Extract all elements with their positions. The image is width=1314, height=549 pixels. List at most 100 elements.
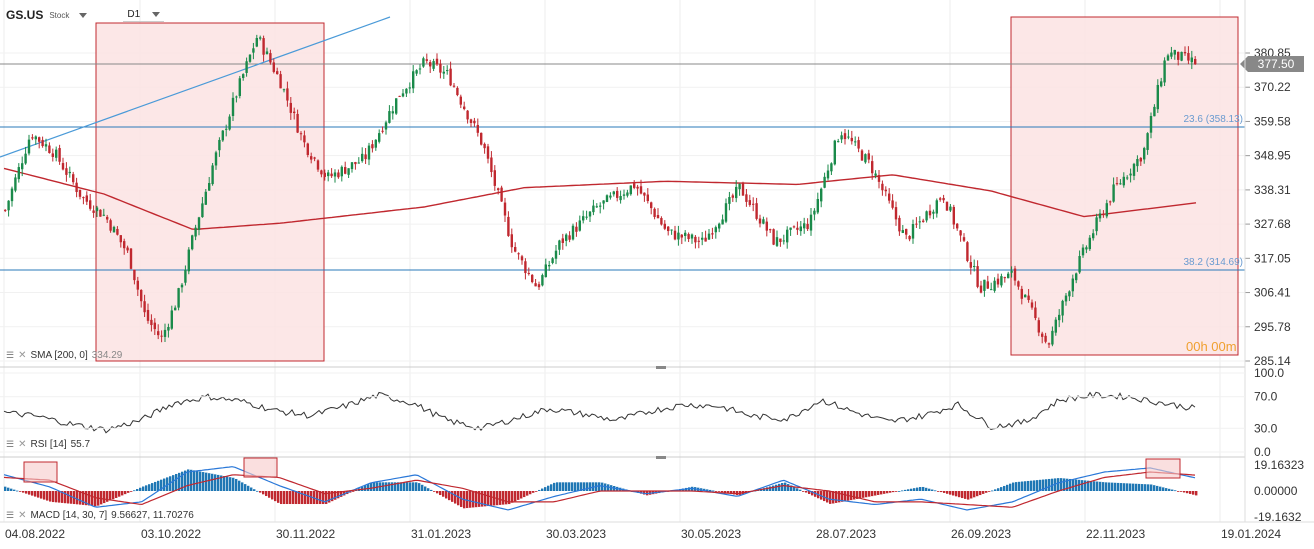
macd-bar (1156, 485, 1159, 491)
macd-bar (1108, 482, 1111, 491)
candle (1149, 112, 1153, 139)
price-axis[interactable]: 380.85370.22359.58348.95338.31327.68317.… (1245, 46, 1291, 368)
menu-icon[interactable]: ☰ (6, 439, 15, 449)
candle (1034, 301, 1037, 321)
candle (191, 234, 194, 251)
macd-bar (235, 478, 238, 491)
macd-bar (922, 486, 925, 491)
highlight-box-1[interactable] (95, 22, 325, 362)
candle (918, 216, 921, 229)
highlight-box-2[interactable] (1010, 16, 1239, 356)
candle (391, 105, 394, 120)
macd-bar (40, 491, 43, 499)
macd-bar (580, 482, 583, 491)
candle (92, 205, 95, 218)
candle (1146, 132, 1149, 155)
candle (126, 245, 129, 253)
price-tick-label: 295.78 (1254, 320, 1291, 334)
macd-bar (226, 476, 229, 491)
resize-handle-rsi[interactable] (656, 366, 666, 369)
close-icon[interactable]: ✕ (18, 439, 27, 450)
candle (820, 187, 823, 208)
sma-legend: ☰ ✕ SMA [200, 0] 334.29 (6, 350, 122, 361)
macd-bar (895, 491, 898, 492)
macd-bar (115, 491, 118, 498)
trend-line[interactable] (0, 16, 391, 158)
macd-bar (1009, 483, 1012, 491)
macd-bar (721, 491, 724, 493)
menu-icon[interactable]: ☰ (6, 350, 15, 360)
candle (816, 192, 819, 215)
candle (752, 197, 755, 212)
candle (1058, 309, 1061, 328)
macd-bar (793, 486, 796, 491)
macd-bar (1042, 479, 1045, 491)
macd-bar (790, 485, 793, 491)
candle (48, 142, 51, 154)
candle (1109, 200, 1112, 206)
macd-bar (1033, 480, 1036, 491)
rsi-tick-label: 0.0 (1254, 445, 1271, 459)
symbol-dropdown-icon[interactable] (79, 12, 88, 18)
close-icon[interactable]: ✕ (18, 350, 27, 361)
timeframe-select[interactable]: D1 (123, 8, 165, 22)
candle (809, 208, 813, 236)
macd-bar (856, 491, 859, 499)
menu-icon[interactable]: ☰ (6, 510, 15, 520)
price-tick-label: 317.05 (1254, 251, 1291, 265)
macd-bar (100, 491, 103, 505)
macd-bar (907, 489, 910, 491)
candle (599, 202, 602, 214)
rsi-name: RSI [14] (30, 439, 67, 450)
macd-bar (940, 491, 943, 493)
candle (765, 217, 768, 237)
close-icon[interactable]: ✕ (18, 510, 27, 521)
last-price-value: 377.50 (1258, 57, 1295, 71)
time-axis-label: 28.07.2023 (816, 527, 876, 541)
candle (789, 227, 792, 236)
candle (316, 159, 320, 172)
time-axis[interactable]: 04.08.2022 03.10.2022 30.11.2022 31.01.2023… (5, 527, 1281, 541)
candle (299, 131, 303, 141)
candle (680, 234, 683, 245)
candle (272, 58, 275, 74)
candle (871, 155, 874, 180)
candle (826, 164, 830, 181)
macd-highlight-1[interactable] (23, 461, 58, 483)
resize-handle-macd[interactable] (656, 456, 666, 459)
macd-bar (1186, 491, 1189, 494)
macd-bar (1093, 481, 1096, 491)
candle (684, 230, 687, 242)
candle (745, 188, 748, 207)
macd-tick-label: 19.16323 (1254, 458, 1304, 472)
price-tick-label: 370.22 (1254, 80, 1291, 94)
macd-bar (643, 491, 646, 495)
candle (330, 168, 333, 178)
macd-bar (157, 480, 160, 491)
macd-bar (262, 491, 265, 495)
macd-highlight-2[interactable] (243, 457, 278, 478)
candle (483, 142, 486, 154)
candle (996, 273, 1000, 288)
macd-bar (937, 491, 940, 492)
macd-bar (1096, 481, 1099, 491)
macd-bar (211, 473, 214, 491)
macd-highlight-3[interactable] (1145, 458, 1181, 479)
candle (592, 199, 595, 216)
macd-bar (607, 484, 610, 491)
time-axis-label: 30.05.2023 (681, 527, 741, 541)
candle (293, 107, 296, 120)
candle (911, 219, 915, 244)
sma-value: 334.29 (91, 350, 123, 361)
macd-bar (46, 491, 49, 501)
candle (439, 59, 442, 79)
candle (901, 225, 904, 234)
candle (337, 169, 340, 179)
candle (1112, 177, 1115, 203)
candle (1129, 168, 1132, 183)
candle (605, 194, 609, 203)
candle (813, 208, 816, 221)
macd-bar (340, 491, 343, 497)
macd-bar (172, 475, 175, 491)
